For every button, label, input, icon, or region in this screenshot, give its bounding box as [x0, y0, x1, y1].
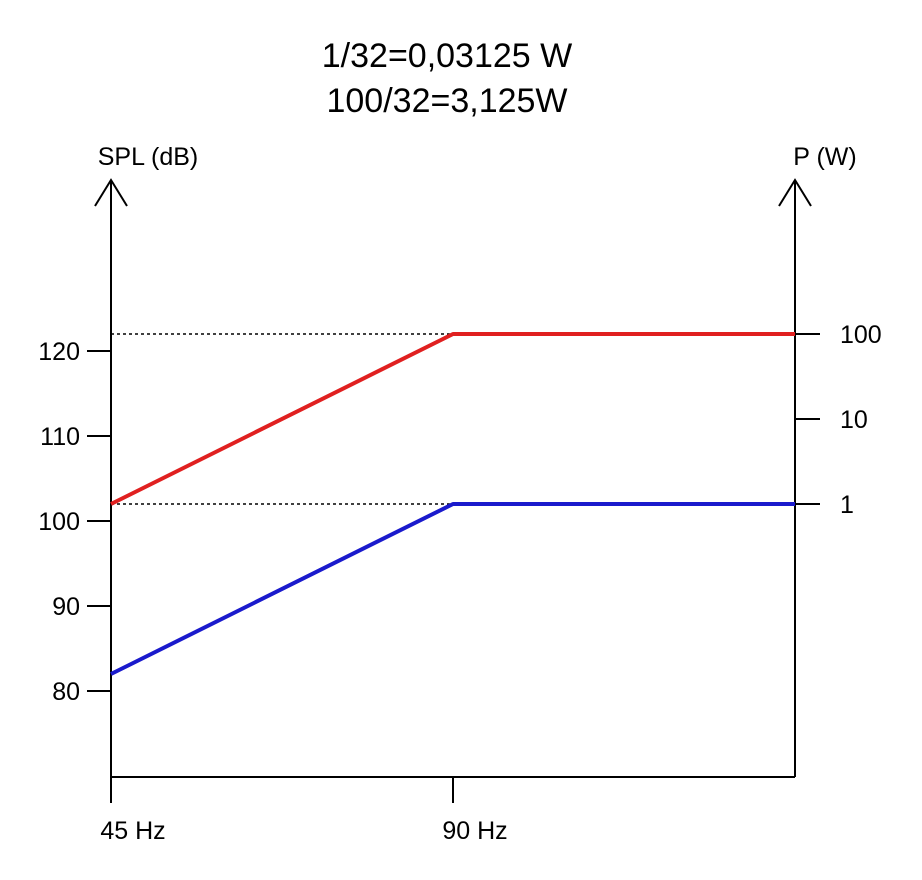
title-line-1: 1/32=0,03125 W: [322, 37, 572, 75]
left-tick-label: 90: [52, 593, 80, 621]
title-line-2: 100/32=3,125W: [326, 82, 567, 120]
x-tick-label: 45 Hz: [100, 817, 165, 845]
left-axis-arrow: [94, 178, 128, 207]
left-tick-label: 110: [40, 423, 80, 451]
left-axis-title: SPL (dB): [98, 143, 199, 171]
left-tick-label: 100: [38, 508, 80, 536]
right-tick-label: 10: [840, 406, 868, 434]
series-line-red: [110, 332, 795, 506]
right-axis-arrow: [778, 178, 812, 207]
series-line-blue: [110, 502, 795, 676]
left-tick-label: 120: [38, 338, 80, 366]
right-tick-label: 1: [840, 491, 854, 519]
right-tick-label: 100: [840, 321, 882, 349]
x-tick-label: 90 Hz: [442, 817, 507, 845]
right-axis-title: P (W): [793, 143, 856, 171]
left-tick-label: 80: [52, 678, 80, 706]
